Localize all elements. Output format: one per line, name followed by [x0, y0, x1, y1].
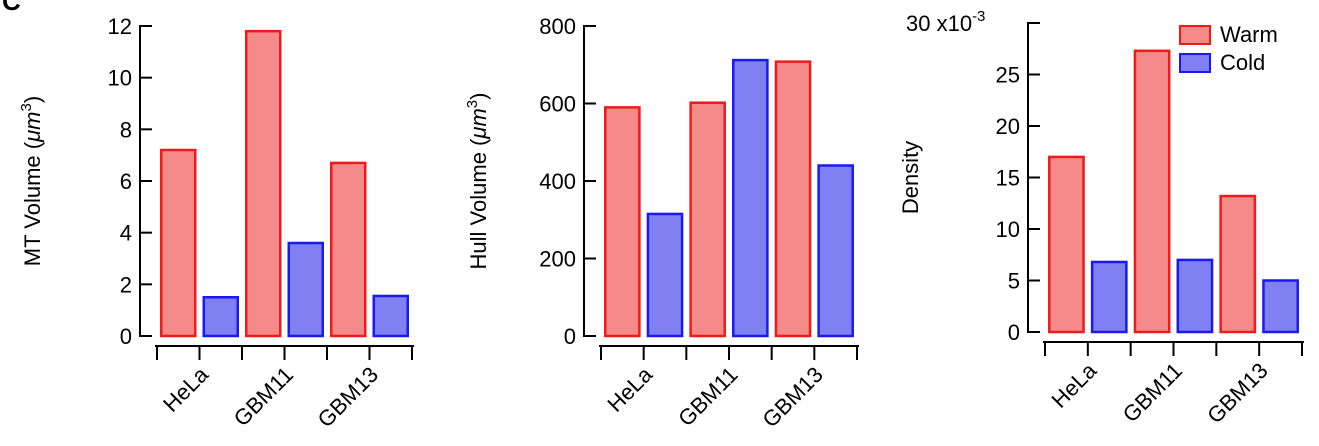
bar-cold-gbm13 — [1262, 279, 1299, 334]
bar-cold-gbm11 — [732, 58, 769, 338]
y-tick-label: 12 — [108, 14, 132, 39]
bar-warm-hela — [604, 106, 641, 338]
bar-warm-gbm11 — [245, 29, 282, 338]
y-tick-label: 200 — [539, 247, 576, 272]
y-tick-label: 0 — [120, 324, 132, 349]
x-tick-label: GBM13 — [1202, 358, 1272, 428]
y-multiplier-label: 30 x10-3 — [906, 8, 985, 36]
legend-label-warm: Warm — [1220, 22, 1278, 47]
y-tick-label: 400 — [539, 169, 576, 194]
y-axis-title: MT Volume (μm3) — [18, 96, 45, 266]
bar-warm-gbm13 — [1219, 194, 1257, 334]
bar-cold-gbm13 — [817, 164, 854, 338]
x-tick-label: HeLa — [1047, 357, 1102, 412]
y-tick-label: 20 — [996, 114, 1020, 139]
bar-cold-gbm13 — [372, 294, 409, 338]
bar-cold-hela — [646, 212, 684, 338]
legend-swatch-cold — [1179, 53, 1211, 73]
bar-warm-hela — [160, 148, 197, 338]
y-tick-label: 6 — [120, 169, 132, 194]
y-tick-label: 25 — [996, 63, 1020, 88]
y-tick-label: 4 — [120, 221, 132, 246]
x-tick-label: GBM13 — [757, 362, 827, 432]
chart-panel-3: 0 5 10 15 20 25 30 x10-3 Density HeLa GBM11 GBM13 W… — [898, 8, 1304, 428]
y-tick-label: 2 — [120, 272, 132, 297]
y-tick-label: 600 — [539, 92, 576, 117]
bar-warm-gbm11 — [689, 101, 726, 338]
bar-cold-hela — [202, 296, 239, 338]
x-tick-label: GBM11 — [673, 362, 742, 431]
bar-cold-gbm11 — [1176, 258, 1214, 334]
x-tick-label: HeLa — [602, 361, 657, 416]
y-tick-label: 10 — [996, 217, 1020, 242]
y-tick-label: 0 — [564, 324, 576, 349]
y-tick-label: 10 — [108, 66, 132, 91]
panel-label: C — [2, 0, 21, 16]
bar-cold-hela — [1090, 260, 1128, 334]
bar-warm-gbm13 — [330, 161, 367, 338]
bar-warm-gbm11 — [1133, 49, 1171, 334]
legend-swatch-warm — [1179, 25, 1211, 45]
bar-cold-gbm11 — [287, 241, 324, 338]
x-tick-label: HeLa — [158, 361, 213, 416]
chart-panel-2: 0 200 400 600 800 Hull Volume (μm3) HeLa GBM11 G… — [464, 14, 859, 432]
y-tick-label: 0 — [1008, 320, 1020, 345]
legend-label-cold: Cold — [1220, 50, 1265, 75]
x-tick-label: GBM11 — [1118, 358, 1187, 427]
bar-warm-gbm13 — [774, 60, 812, 338]
y-tick-label: 8 — [120, 117, 132, 142]
bar-warm-hela — [1048, 155, 1085, 334]
x-tick-label: GBM13 — [313, 362, 383, 432]
y-tick-label: 15 — [996, 166, 1020, 191]
y-axis-title: Hull Volume (μm3) — [464, 93, 491, 270]
chart-panel-1: 0 2 4 6 8 10 12 MT Volume (μm3) HeLa GBM11 GBM13 — [18, 14, 414, 432]
y-tick-label: 800 — [539, 14, 576, 39]
y-axis-title: Density — [898, 141, 923, 214]
y-tick-label: 5 — [1008, 269, 1020, 294]
x-tick-label: GBM11 — [229, 362, 298, 431]
